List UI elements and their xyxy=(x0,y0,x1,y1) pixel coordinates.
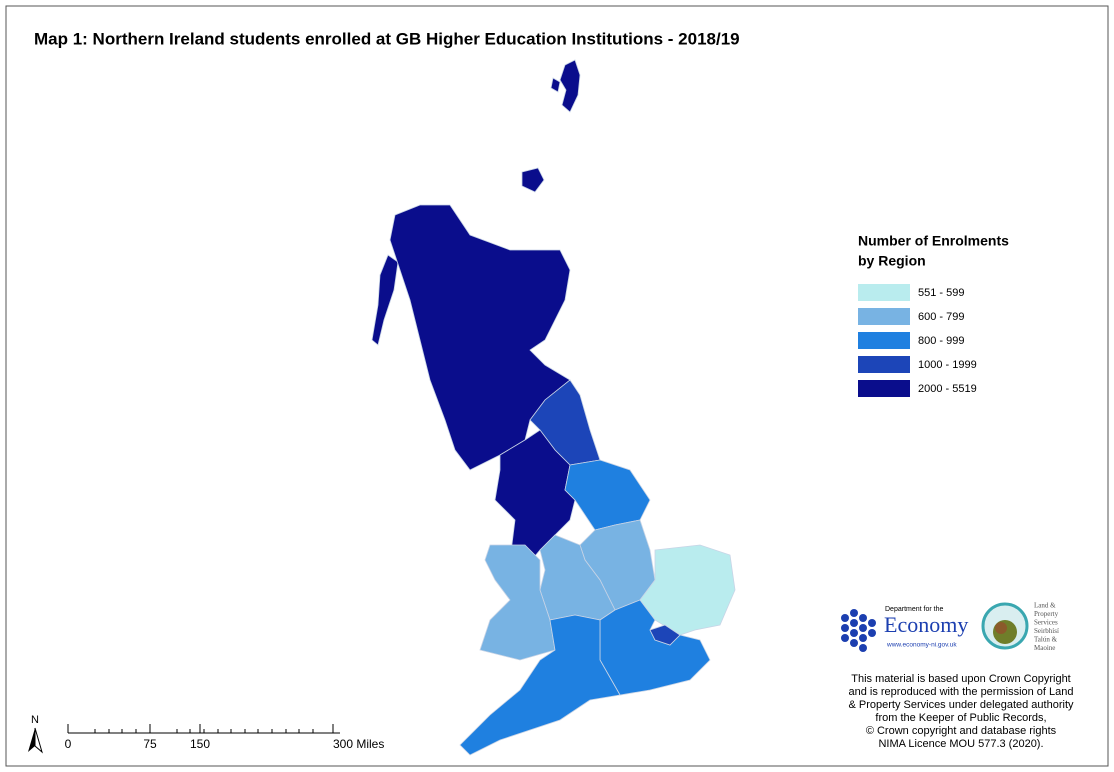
copyright: This material is based upon Crown Copyri… xyxy=(848,673,1074,750)
legend-label: 551 - 599 xyxy=(918,287,964,299)
orkney xyxy=(521,167,545,193)
copyright-line: from the Keeper of Public Records, xyxy=(875,712,1046,724)
legend-title: Number of Enrolments xyxy=(858,233,1009,249)
legend-label: 600 - 799 xyxy=(918,311,964,323)
legend-swatch xyxy=(858,284,910,301)
lps-text: Maoine xyxy=(1034,644,1055,652)
western-isles xyxy=(371,254,399,346)
legend-swatch xyxy=(858,380,910,397)
legend-swatch xyxy=(858,332,910,349)
lps-text: Services xyxy=(1034,619,1058,627)
scale-bar: 0 75 150 300 Miles xyxy=(65,724,384,751)
arrow-right xyxy=(34,727,43,754)
copyright-line: © Crown copyright and database rights xyxy=(866,725,1057,737)
shetland-west xyxy=(550,77,561,93)
lps-text: Land & xyxy=(1034,602,1056,610)
east-of-england xyxy=(639,544,736,636)
economy-url: www.economy-ni.gov.uk xyxy=(886,642,957,649)
legend-label: 2000 - 5519 xyxy=(918,383,977,395)
london xyxy=(649,624,681,646)
legend-label: 800 - 999 xyxy=(918,335,964,347)
arrow-left xyxy=(28,728,35,752)
legend-swatch xyxy=(858,308,910,325)
wales xyxy=(479,544,556,661)
legend-swatch xyxy=(858,356,910,373)
scale-label: 300 Miles xyxy=(333,737,384,751)
copyright-line: This material is based upon Crown Copyri… xyxy=(851,673,1071,685)
south-west xyxy=(459,614,621,756)
legend-title: by Region xyxy=(858,253,926,269)
legend: Number of Enrolments by Region 551 - 599… xyxy=(858,233,1009,397)
lps-text: Seirbhísí xyxy=(1034,627,1059,635)
economy-logo: Department for the Economy www.economy-n… xyxy=(841,606,968,652)
north-label: N xyxy=(31,714,39,726)
lps-text: Property xyxy=(1034,610,1059,618)
map xyxy=(371,59,736,756)
scale-label: 75 xyxy=(143,737,157,751)
economy-name: Economy xyxy=(884,612,968,637)
copyright-line: NIMA Licence MOU 577.3 (2020). xyxy=(878,738,1043,750)
lps-text: Talún & xyxy=(1034,636,1058,644)
scale-label: 150 xyxy=(190,737,210,751)
scale-label: 0 xyxy=(65,737,72,751)
shetland xyxy=(559,59,581,113)
north-arrow: N xyxy=(28,714,43,754)
legend-label: 1000 - 1999 xyxy=(918,359,977,371)
map-title: Map 1: Northern Ireland students enrolle… xyxy=(34,29,740,48)
economy-line1: Department for the xyxy=(885,606,943,613)
copyright-line: and is reproduced with the permission of… xyxy=(848,686,1073,698)
copyright-line: & Property Services under delegated auth… xyxy=(848,699,1074,711)
